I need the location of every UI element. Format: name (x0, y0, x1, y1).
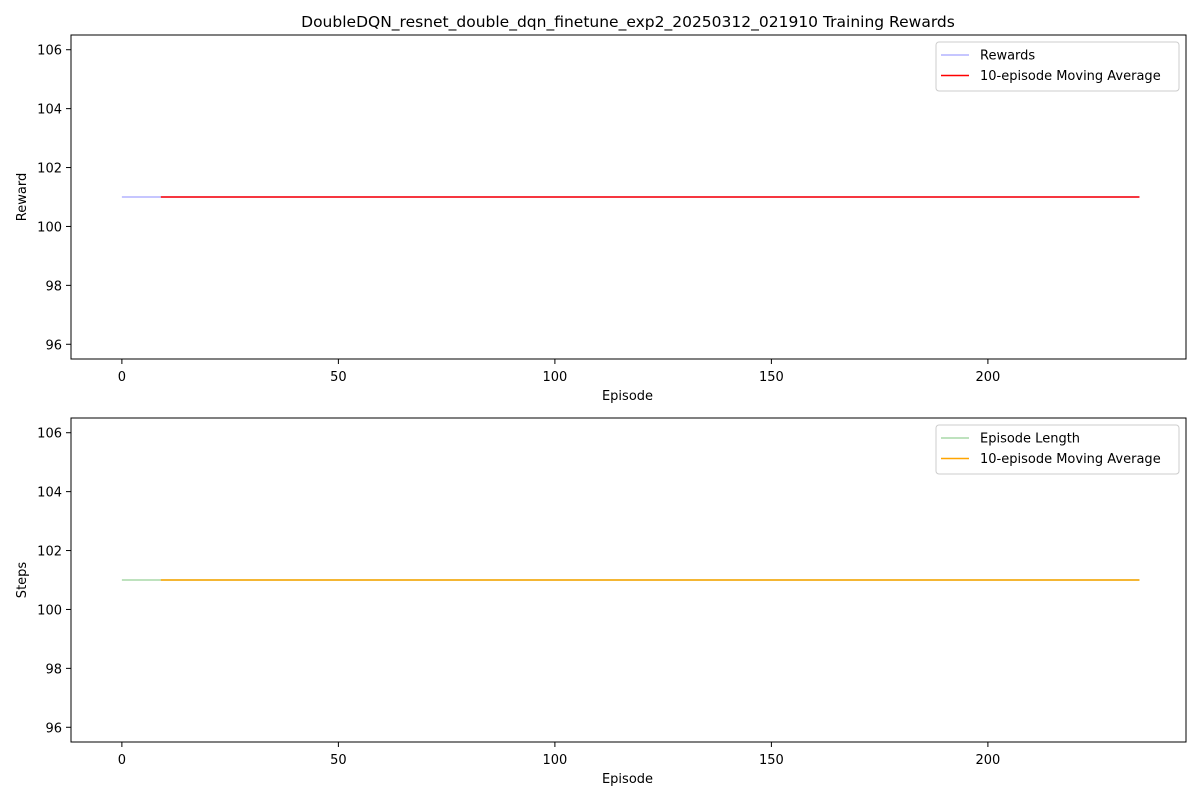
subplot-2: 0 50 100 150 200 96 98 100 102 104 106 Episode Steps… (15, 417, 1187, 787)
legend-box (935, 41, 1180, 92)
y-tick-label: 104 (37, 103, 62, 118)
legend-label-1: Episode Length (980, 432, 1080, 447)
x-tick-label: 50 (330, 370, 347, 385)
y-tick-label: 106 (37, 44, 62, 59)
axes-frame (70, 417, 1187, 743)
y-tick-label: 96 (45, 338, 62, 353)
x-tick-label: 0 (118, 370, 126, 385)
chart-title: DoubleDQN_resnet_double_dqn_finetune_exp… (301, 13, 955, 32)
y-tick-label: 106 (37, 427, 62, 442)
y-tick-label: 104 (37, 486, 62, 501)
legend: Episode Length 10-episode Moving Average (935, 424, 1180, 475)
y-axis-label: Reward (15, 173, 30, 221)
y-tick-label: 96 (45, 721, 62, 736)
subplots: 0 50 100 150 200 96 98 100 102 104 106 Episode Rewar… (15, 34, 1187, 787)
y-tick-label: 98 (45, 279, 62, 294)
y-tick-label: 102 (37, 545, 62, 560)
subplot-1: 0 50 100 150 200 96 98 100 102 104 106 Episode Rewar… (15, 34, 1187, 404)
y-tick-label: 100 (37, 603, 62, 618)
x-axis-label: Episode (602, 772, 653, 787)
x-tick-label: 50 (330, 753, 347, 768)
x-tick-label: 100 (542, 370, 567, 385)
legend-label-2: 10-episode Moving Average (980, 69, 1161, 84)
x-tick-label: 200 (975, 370, 1000, 385)
y-tick-label: 100 (37, 220, 62, 235)
x-tick-label: 100 (542, 753, 567, 768)
legend-label-2: 10-episode Moving Average (980, 452, 1161, 467)
x-tick-label: 200 (975, 753, 1000, 768)
legend-box (935, 424, 1180, 475)
axes-frame (70, 34, 1187, 360)
x-tick-label: 0 (118, 753, 126, 768)
y-tick-label: 98 (45, 662, 62, 677)
legend-label-1: Rewards (980, 49, 1035, 64)
y-axis-label: Steps (15, 562, 30, 599)
y-tick-label: 102 (37, 162, 62, 177)
legend: Rewards 10-episode Moving Average (935, 41, 1180, 92)
x-axis-label: Episode (602, 389, 653, 404)
x-tick-label: 150 (759, 370, 784, 385)
x-tick-label: 150 (759, 753, 784, 768)
